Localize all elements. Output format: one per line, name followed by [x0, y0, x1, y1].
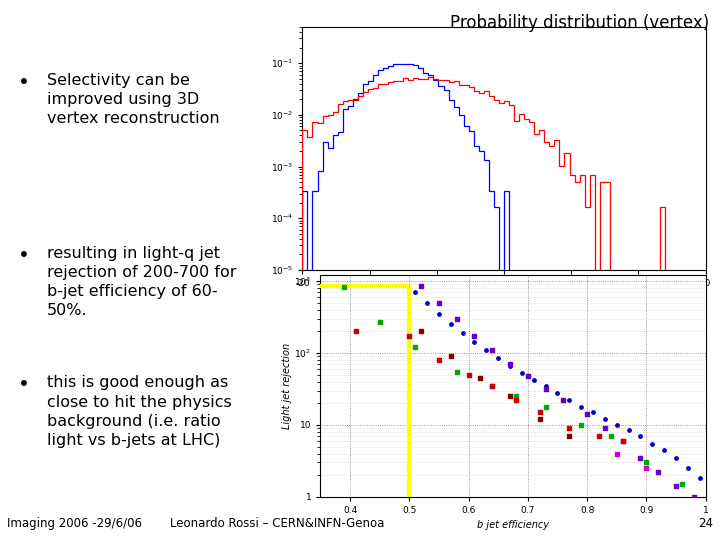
- Point: [410, 343, 421, 352]
- Point: [445, 320, 456, 329]
- Point: [575, 402, 587, 411]
- Point: [433, 356, 445, 364]
- Point: [647, 439, 658, 448]
- Text: Selectivity can be
improved using 3D
vertex reconstruction: Selectivity can be improved using 3D ver…: [47, 73, 220, 126]
- Point: [641, 458, 652, 467]
- Text: Imaging 2006 -29/6/06: Imaging 2006 -29/6/06: [7, 517, 142, 530]
- Point: [487, 381, 498, 390]
- Point: [510, 396, 522, 404]
- Point: [617, 436, 629, 445]
- Point: [611, 421, 623, 429]
- Point: [623, 426, 634, 434]
- Point: [534, 408, 546, 416]
- Point: [688, 492, 700, 501]
- Point: [474, 374, 486, 382]
- Point: [487, 346, 498, 354]
- Point: [670, 454, 682, 462]
- Point: [469, 332, 480, 341]
- Point: [457, 329, 469, 338]
- Point: [599, 424, 611, 433]
- Point: [421, 299, 433, 307]
- Point: [658, 446, 670, 454]
- Point: [552, 388, 563, 397]
- Text: •: •: [18, 246, 30, 265]
- Point: [350, 327, 361, 336]
- Point: [504, 360, 516, 368]
- Point: [403, 332, 415, 341]
- Point: [575, 421, 587, 429]
- Point: [581, 410, 593, 418]
- Text: this is good enough as
close to hit the physics
background (i.e. ratio
light vs : this is good enough as close to hit the …: [47, 375, 232, 448]
- Point: [652, 468, 664, 476]
- Point: [433, 299, 445, 307]
- Point: [374, 318, 385, 326]
- Point: [528, 376, 539, 384]
- Point: [445, 352, 456, 361]
- Point: [540, 381, 552, 390]
- Point: [516, 369, 528, 378]
- Point: [641, 464, 652, 472]
- Point: [564, 396, 575, 404]
- Text: Probability distribution (vertex): Probability distribution (vertex): [450, 14, 709, 31]
- Point: [564, 431, 575, 440]
- Point: [504, 392, 516, 401]
- Point: [469, 338, 480, 347]
- Point: [682, 464, 693, 472]
- Point: [557, 396, 569, 404]
- Point: [338, 282, 350, 291]
- Point: [617, 436, 629, 445]
- Text: resulting in light-q jet
rejection of 200-700 for
b-jet efficiency of 60-
50%.: resulting in light-q jet rejection of 20…: [47, 246, 236, 318]
- Text: 24: 24: [698, 517, 713, 530]
- Point: [564, 424, 575, 433]
- Point: [487, 381, 498, 390]
- Point: [415, 282, 427, 291]
- Text: •: •: [18, 73, 30, 92]
- Text: Leonardo Rossi – CERN&INFN-Genoa: Leonardo Rossi – CERN&INFN-Genoa: [170, 517, 384, 530]
- X-axis label: SV1+IP3D Weight: SV1+IP3D Weight: [460, 294, 548, 303]
- Point: [588, 408, 599, 416]
- Point: [480, 346, 492, 354]
- Point: [522, 372, 534, 380]
- Point: [504, 362, 516, 371]
- Point: [492, 354, 504, 362]
- Point: [415, 327, 427, 336]
- Point: [451, 367, 462, 376]
- Point: [605, 431, 616, 440]
- X-axis label: b jet efficiency: b jet efficiency: [477, 521, 549, 530]
- Point: [534, 415, 546, 423]
- Point: [676, 480, 688, 489]
- Point: [463, 370, 474, 379]
- Text: •: •: [18, 375, 30, 394]
- Point: [510, 392, 522, 401]
- Point: [593, 431, 605, 440]
- Point: [540, 402, 552, 411]
- Point: [611, 449, 623, 458]
- Point: [540, 384, 552, 393]
- Point: [670, 482, 682, 491]
- Y-axis label: Light jet rejection: Light jet rejection: [282, 343, 292, 429]
- Point: [599, 415, 611, 423]
- Point: [634, 454, 646, 462]
- Point: [694, 474, 706, 483]
- Point: [410, 288, 421, 296]
- Point: [634, 431, 646, 440]
- Point: [451, 314, 462, 323]
- Point: [433, 309, 445, 318]
